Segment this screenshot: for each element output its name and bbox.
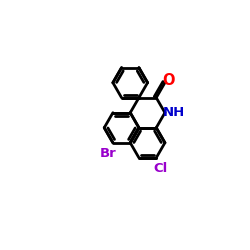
Text: Br: Br [100,147,116,160]
Text: Cl: Cl [153,162,168,175]
Text: NH: NH [163,106,185,119]
Text: O: O [163,73,175,88]
